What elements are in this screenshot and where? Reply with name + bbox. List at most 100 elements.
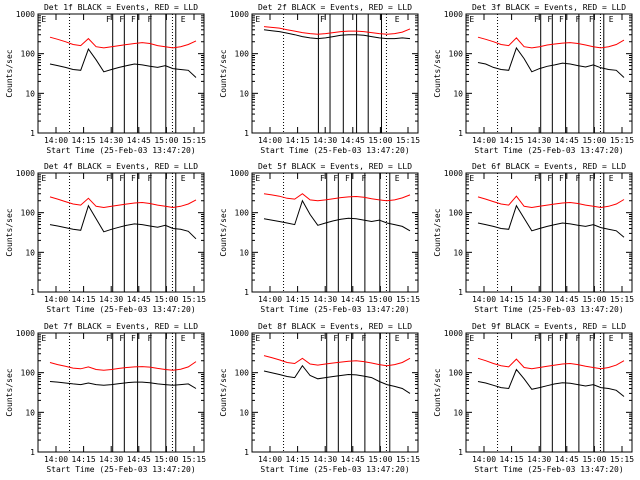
flag-label: E	[181, 174, 186, 183]
series-line-black	[477, 204, 625, 238]
flag-label: F	[119, 334, 124, 343]
x-tick-label: 14:30	[527, 455, 551, 464]
flag-label: F	[547, 15, 552, 24]
flag-label: F	[320, 174, 325, 183]
flag-label: F	[333, 334, 338, 343]
flag-label: E	[41, 15, 46, 24]
series-line-black	[477, 46, 625, 78]
chart-panel: Det 3f BLACK = Events, RED = LLD 1 10 100 10…	[433, 3, 634, 155]
flag-label: F	[534, 334, 539, 343]
x-tick-label: 15:00	[582, 295, 606, 304]
x-tick-label: 15:15	[182, 136, 206, 145]
x-tick-label: 15:00	[154, 136, 178, 145]
x-axis-label: Start Time (25-Feb-03 13:47:20)	[474, 146, 623, 155]
flag-label: E	[609, 174, 614, 183]
y-tick-label: 100	[449, 369, 464, 378]
flag-label: F	[362, 334, 367, 343]
y-tick-label: 10	[239, 248, 249, 257]
series-line-red	[477, 357, 625, 370]
y-axis-label: Counts/sec	[433, 49, 442, 97]
flag-label: E	[255, 15, 260, 24]
flag-label: F	[559, 174, 564, 183]
x-tick-label: 14:45	[341, 295, 365, 304]
plot-frame	[37, 332, 205, 453]
chart-title: Det 2f BLACK = Events, RED = LLD	[258, 3, 412, 12]
chart-title: Det 3f BLACK = Events, RED = LLD	[472, 3, 626, 12]
x-axis-label: Start Time (25-Feb-03 13:47:20)	[46, 465, 195, 474]
flag-label: F	[106, 15, 111, 24]
x-tick-label: 14:15	[500, 455, 524, 464]
x-tick-label: 14:45	[127, 295, 151, 304]
series-line-red	[263, 355, 411, 367]
y-tick-label: 1000	[444, 169, 463, 178]
x-tick-label: 15:15	[610, 295, 634, 304]
series-line-black	[49, 204, 197, 240]
x-tick-label: 15:00	[368, 136, 392, 145]
flag-label: F	[320, 15, 325, 24]
flag-label: E	[395, 15, 400, 24]
x-tick-label: 14:00	[472, 295, 496, 304]
x-tick-label: 15:15	[396, 455, 420, 464]
y-tick-label: 1	[458, 288, 463, 297]
y-axis-label: Counts/sec	[219, 208, 228, 256]
flag-label: F	[106, 334, 111, 343]
series-line-black	[49, 48, 197, 78]
y-tick-label: 10	[453, 89, 463, 98]
x-tick-label: 14:30	[313, 455, 337, 464]
x-axis-label: Start Time (25-Feb-03 13:47:20)	[474, 305, 623, 314]
y-axis-label: Counts/sec	[219, 368, 228, 416]
chart-panel: Det 8f BLACK = Events, RED = LLD 1 10 100 10…	[219, 322, 420, 474]
plot-frame	[465, 172, 633, 293]
y-tick-label: 1	[30, 288, 35, 297]
flag-label: E	[395, 174, 400, 183]
y-tick-label: 1000	[444, 329, 463, 338]
x-tick-label: 14:00	[258, 455, 282, 464]
y-tick-label: 1000	[230, 329, 249, 338]
plot-frame	[465, 13, 633, 134]
flag-label: F	[589, 174, 594, 183]
x-tick-label: 14:00	[472, 136, 496, 145]
y-tick-label: 1000	[16, 10, 35, 19]
series-line-black	[263, 199, 411, 232]
flag-label: F	[345, 334, 350, 343]
x-tick-label: 14:15	[72, 295, 96, 304]
y-tick-label: 100	[235, 209, 250, 218]
x-tick-label: 14:30	[527, 136, 551, 145]
x-tick-label: 15:00	[582, 136, 606, 145]
series-line-red	[49, 196, 197, 209]
x-tick-label: 14:15	[286, 295, 310, 304]
x-tick-label: 14:00	[44, 136, 68, 145]
y-axis-label: Counts/sec	[433, 208, 442, 256]
y-tick-label: 10	[25, 408, 35, 417]
x-tick-label: 14:00	[472, 455, 496, 464]
x-axis-label: Start Time (25-Feb-03 13:47:20)	[260, 305, 409, 314]
flag-label: E	[469, 334, 474, 343]
x-tick-label: 15:15	[396, 295, 420, 304]
chart-panel: Det 5f BLACK = Events, RED = LLD 1 10 100 10…	[219, 162, 420, 314]
chart-panel: Det 6f BLACK = Events, RED = LLD 1 10 100 10…	[433, 162, 634, 314]
flag-label: F	[333, 174, 338, 183]
flag-label: F	[589, 334, 594, 343]
flag-label: F	[320, 334, 325, 343]
x-tick-label: 14:45	[555, 455, 579, 464]
x-tick-label: 15:00	[154, 455, 178, 464]
y-tick-label: 10	[239, 408, 249, 417]
x-tick-label: 14:15	[72, 455, 96, 464]
y-tick-label: 1	[458, 448, 463, 457]
x-tick-label: 15:00	[368, 455, 392, 464]
chart-title: Det 5f BLACK = Events, RED = LLD	[258, 162, 412, 171]
y-axis-label: Counts/sec	[5, 368, 14, 416]
y-tick-label: 1000	[230, 169, 249, 178]
y-tick-label: 100	[449, 50, 464, 59]
plot-frame	[37, 13, 205, 134]
x-tick-label: 14:45	[341, 455, 365, 464]
y-tick-label: 1	[244, 129, 249, 138]
plot-frame	[251, 13, 419, 134]
y-tick-label: 1000	[16, 329, 35, 338]
x-axis-label: Start Time (25-Feb-03 13:47:20)	[260, 465, 409, 474]
flag-label: F	[106, 174, 111, 183]
chart-title: Det 8f BLACK = Events, RED = LLD	[258, 322, 412, 331]
chart-title: Det 7f BLACK = Events, RED = LLD	[44, 322, 198, 331]
chart-title: Det 4f BLACK = Events, RED = LLD	[44, 162, 198, 171]
y-tick-label: 100	[235, 369, 250, 378]
